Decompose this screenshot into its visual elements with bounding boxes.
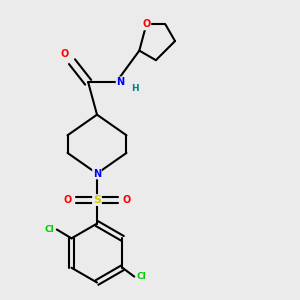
Text: N: N — [116, 77, 124, 87]
Text: O: O — [63, 195, 72, 205]
Text: O: O — [142, 20, 150, 29]
Text: O: O — [122, 195, 130, 205]
Text: N: N — [93, 169, 101, 178]
Text: H: H — [131, 84, 139, 93]
Text: O: O — [61, 49, 69, 59]
Text: Cl: Cl — [44, 225, 54, 234]
Text: Cl: Cl — [137, 272, 146, 281]
Text: S: S — [93, 195, 101, 205]
